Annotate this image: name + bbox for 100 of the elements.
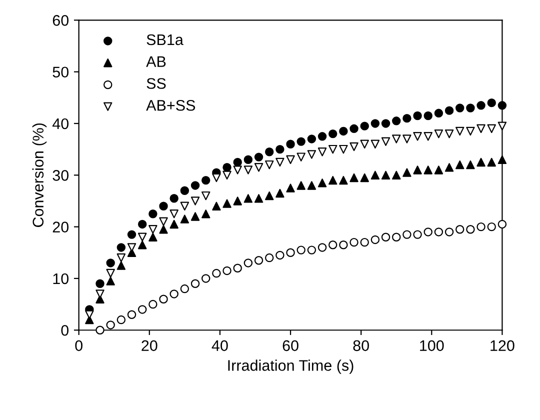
point (180, 202, 190, 210)
point (148, 232, 158, 242)
point (444, 163, 454, 172)
y-tick-label: 30 (52, 170, 69, 181)
x-tick-label: 100 (420, 340, 444, 352)
point (476, 124, 486, 134)
point (339, 176, 348, 185)
point (138, 240, 147, 250)
point (402, 168, 412, 177)
point (498, 122, 507, 130)
point (413, 166, 422, 174)
point (350, 124, 358, 134)
point (487, 222, 496, 232)
point (116, 243, 126, 252)
point (350, 238, 358, 247)
point (148, 210, 158, 218)
point (233, 158, 242, 167)
point (127, 310, 136, 319)
point (381, 170, 390, 180)
point (456, 225, 464, 234)
point (138, 232, 147, 242)
point (476, 158, 486, 167)
point (254, 163, 264, 172)
point (190, 181, 200, 190)
point (222, 199, 232, 208)
point (170, 194, 178, 203)
point (170, 210, 178, 218)
point (170, 290, 178, 298)
point (212, 173, 221, 182)
point (487, 124, 496, 134)
point (201, 176, 210, 185)
point (276, 188, 284, 198)
point (296, 246, 306, 254)
y-tick-label: 60 (52, 15, 69, 26)
point (212, 268, 221, 278)
point (328, 144, 338, 154)
point (180, 284, 190, 294)
point (170, 220, 178, 229)
x-axis-title: Irradiation Time (s) (228, 360, 354, 374)
point (254, 256, 264, 265)
point (339, 126, 348, 136)
point (413, 132, 422, 141)
point (456, 160, 464, 170)
point (466, 104, 475, 112)
point (254, 152, 264, 162)
point (233, 166, 242, 174)
point (424, 132, 432, 141)
point (444, 106, 454, 115)
point (96, 326, 104, 334)
point (360, 122, 369, 130)
point (402, 114, 412, 123)
point (476, 222, 486, 232)
point (286, 184, 295, 192)
point (159, 217, 168, 226)
point (392, 170, 401, 180)
point (424, 111, 432, 120)
point (254, 194, 264, 203)
point (424, 166, 432, 174)
point (264, 253, 274, 262)
point (328, 129, 338, 138)
point (424, 228, 432, 236)
point (444, 228, 454, 236)
point (190, 212, 200, 221)
point (201, 210, 210, 218)
point (159, 225, 168, 234)
y-tick-label: 20 (52, 222, 69, 232)
point (456, 104, 464, 112)
y-tick-label: 40 (52, 118, 69, 130)
point (402, 230, 412, 239)
point (339, 144, 348, 154)
point (498, 101, 507, 110)
point (96, 279, 104, 288)
point (370, 119, 380, 128)
point (276, 158, 284, 167)
point (381, 119, 390, 128)
point (498, 155, 507, 164)
point (434, 228, 444, 236)
point (328, 176, 338, 185)
point (339, 240, 348, 250)
point (233, 264, 242, 272)
point (264, 148, 274, 156)
y-tick-label: 10 (53, 273, 69, 284)
point (264, 160, 274, 170)
point (360, 140, 369, 149)
point (487, 158, 496, 167)
point (392, 232, 401, 242)
point (233, 196, 242, 206)
point (413, 230, 422, 239)
x-tick-label: 80 (353, 340, 369, 352)
point (350, 142, 358, 152)
y-tick-label: 50 (52, 66, 69, 78)
point (370, 170, 380, 180)
legend-label: SB1a (146, 34, 184, 46)
point (350, 173, 358, 182)
point (381, 137, 390, 146)
point (328, 240, 338, 250)
point (212, 202, 221, 210)
y-axis-title: Conversion (%) (32, 123, 47, 227)
point (190, 196, 200, 206)
point (106, 320, 115, 330)
